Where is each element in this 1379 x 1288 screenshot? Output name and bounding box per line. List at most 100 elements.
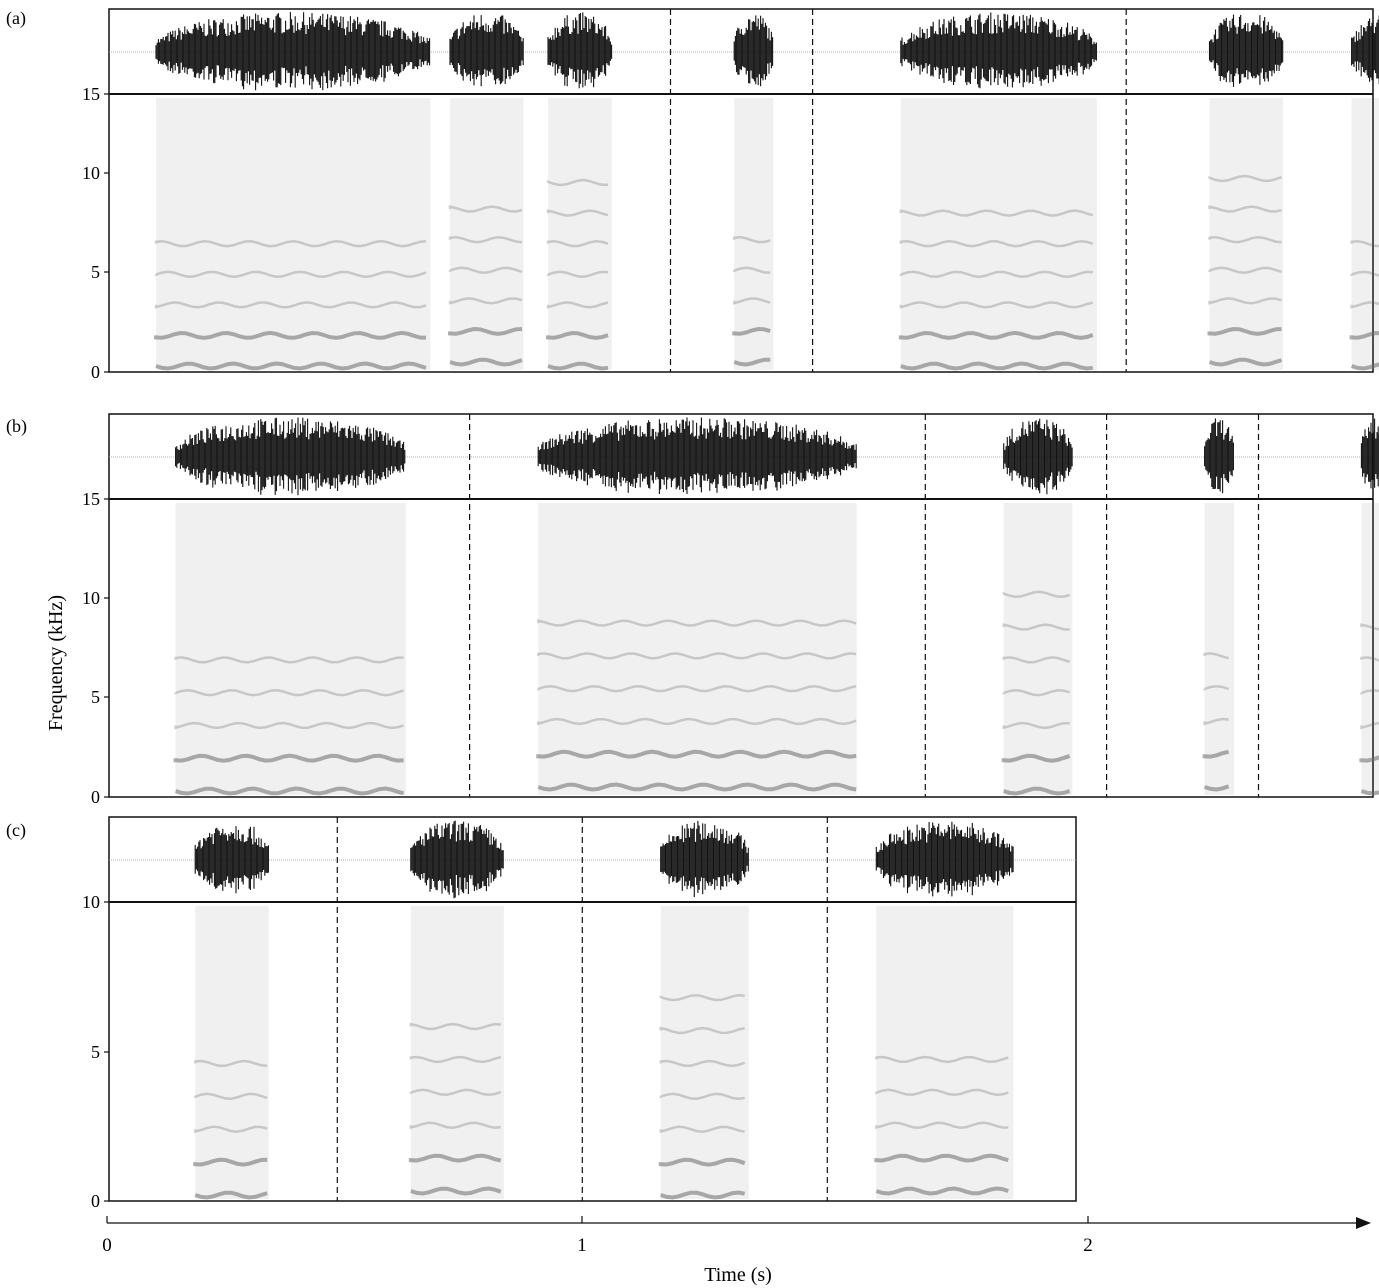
spectrogram-noise [1003,503,1073,795]
spectrogram-harmonic [875,1055,1009,1064]
waveform-burst [537,417,857,494]
panel-a-ytick-label: 10 [82,163,100,183]
spectrogram-noise [734,98,774,370]
waveform-burst [547,12,613,89]
spectrogram-harmonic [193,1125,268,1134]
spectrogram-harmonic [1360,688,1379,695]
spectrogram-harmonic [536,717,857,726]
spectrogram-harmonic [875,1088,1009,1097]
spectrogram-harmonic [659,1059,746,1068]
spectrogram-harmonic [659,1125,745,1134]
panel-c-waveform [194,820,1014,899]
spectrogram-harmonic [899,239,1094,248]
spectrogram-harmonic [1360,656,1379,662]
spectrogram-noise [195,906,269,1199]
spectrogram-harmonic [448,297,523,305]
spectrogram-noise [900,98,1097,370]
panel-a-ytick-label: 15 [82,84,100,104]
spectrogram-noise [1351,98,1379,370]
spectrogram-harmonic [1360,721,1379,730]
waveform-burst [1204,418,1234,494]
spectrogram-harmonic [1208,297,1282,305]
panel-a-frame [108,8,1374,373]
time-axis-arrowhead [1356,1217,1371,1229]
spectrogram-harmonic [1002,721,1070,730]
spectrogram-harmonic [193,1059,268,1068]
panel-a-spectrogram [154,98,1379,371]
spectrogram-harmonic [1203,652,1229,660]
spectrogram-noise [1209,98,1283,370]
spectrogram-harmonic [1208,205,1282,213]
spectrogram-harmonic [1002,590,1071,599]
spectrogram-harmonic [1002,623,1070,631]
spectrogram-harmonic [154,330,427,340]
panel-c-ytick-label: 5 [91,1042,100,1062]
spectrogram-harmonic [1359,755,1379,763]
spectrogram-harmonic [1349,330,1379,340]
spectrogram-noise [410,906,504,1199]
spectrogram-harmonic [1350,270,1379,277]
spectrogram-harmonic [409,1088,502,1097]
panel-c: (c) 10 5 0 [6,816,1077,1211]
waveform-burst [733,15,774,87]
spectrogram-harmonic [410,1186,502,1196]
spectrogram-noise [1204,503,1234,795]
waveform-burst [1360,418,1379,489]
panel-b-spectrogram [173,503,1379,796]
time-tick-label: 0 [102,1235,112,1256]
spectrogram-harmonic [1001,753,1071,763]
spectrogram-harmonic [193,1157,268,1167]
panel-a-label: (a) [6,8,26,29]
spectrogram-harmonic [174,688,404,697]
spectrogram-harmonic [409,1055,502,1064]
spectrogram-harmonic [732,326,771,336]
spectrogram-harmonic [899,301,1094,309]
spectrogram-harmonic [732,297,771,305]
spectrogram-harmonic [409,1121,501,1130]
spectrogram-harmonic [875,1121,1009,1130]
spectrogram-harmonic [660,1190,746,1200]
spectrogram-harmonic [1002,688,1071,697]
spectrogram-harmonic [193,1092,268,1100]
spectrogram-harmonic [154,239,427,248]
panel-b-ytick-label: 15 [82,489,100,509]
waveform-burst [155,12,431,91]
panel-c-frame [108,816,1077,1202]
spectrogram-harmonic [1350,301,1379,309]
spectrogram-harmonic [536,749,857,759]
panel-c-label: (c) [6,820,26,841]
waveform-burst [194,826,269,894]
waveform-burst [660,820,749,897]
waveform-burst [1003,418,1073,495]
spectrogram-harmonic [898,330,1094,340]
time-tick-label: 1 [577,1235,587,1256]
panel-b-ytick-label: 0 [91,787,100,807]
spectrogram-harmonic [1360,623,1379,631]
spectrogram-noise [538,503,857,795]
spectrogram-harmonic [1002,656,1071,664]
spectrogram-harmonic [1003,786,1071,796]
spectrogram-harmonic [900,361,1093,371]
spectrogram-harmonic [546,270,609,278]
spectrogram-harmonic [174,656,404,664]
spectrogram-harmonic [1203,684,1229,691]
spectrogram-harmonic [1202,749,1230,759]
spectrogram-harmonic [732,235,771,244]
spectrogram-harmonic [875,1186,1009,1196]
spectrogram-harmonic [733,357,771,367]
spectrogram-harmonic [409,1022,501,1031]
spectrogram-harmonic [658,1157,746,1167]
spectrogram-harmonic [659,1026,745,1035]
waveform-burst [1351,15,1379,85]
panel-a-ytick-label: 5 [91,262,100,282]
spectrogram-harmonic [546,178,608,187]
spectrogram-harmonic [1203,717,1229,726]
spectrogram-harmonic [154,270,427,279]
panel-c-ytick-label: 10 [82,892,100,912]
spectrogram-noise [1361,503,1379,795]
panel-b-dividers [469,414,1260,797]
waveform-burst [900,12,1097,89]
waveform-burst [410,820,504,899]
panel-b-waveform [175,417,1379,496]
panel-a-ytick-label: 0 [91,362,100,382]
